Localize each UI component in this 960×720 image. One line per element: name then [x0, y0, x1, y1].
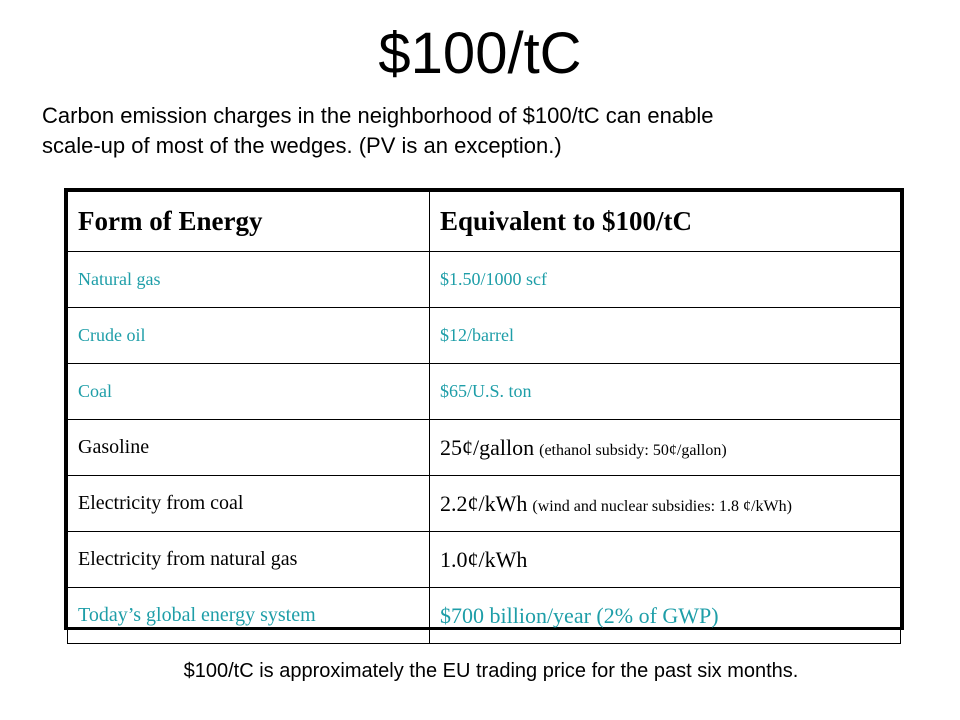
equiv-value: 25¢/gallon [440, 434, 535, 460]
table-row: Natural gas $1.50/1000 scf [67, 251, 901, 308]
table-row: Today’s global energy system $700 billio… [67, 587, 901, 644]
slide-title: $100/tC [378, 21, 582, 86]
header-form-of-energy: Form of Energy [67, 191, 430, 252]
equiv-value: $700 billion/year (2% of GWP) [440, 602, 719, 628]
cell-form: Today’s global energy system [67, 587, 430, 644]
cell-equivalent: $1.50/1000 scf [429, 251, 901, 308]
cell-form: Electricity from coal [67, 475, 430, 532]
intro-line-1: Carbon emission charges in the neighborh… [42, 103, 714, 128]
header-equivalent: Equivalent to $100/tC [429, 191, 901, 252]
intro-text: Carbon emission charges in the neighborh… [42, 101, 922, 161]
cell-form: Crude oil [67, 307, 430, 364]
table-row: Electricity from coal 2.2¢/kWh (wind and… [67, 475, 901, 532]
equiv-note: (ethanol subsidy: 50¢/gallon) [539, 441, 727, 459]
cell-equivalent: 2.2¢/kWh (wind and nuclear subsidies: 1.… [429, 475, 901, 532]
cell-form: Natural gas [67, 251, 430, 308]
cell-form: Coal [67, 363, 430, 420]
equiv-note: (wind and nuclear subsidies: 1.8 ¢/kWh) [532, 497, 792, 515]
intro-line-2: scale-up of most of the wedges. (PV is a… [42, 133, 562, 158]
cell-equivalent: $700 billion/year (2% of GWP) [429, 587, 901, 644]
cell-form: Gasoline [67, 419, 430, 476]
cell-equivalent: $65/U.S. ton [429, 363, 901, 420]
table-header-row: Form of Energy Equivalent to $100/tC [67, 191, 901, 252]
equiv-value: 2.2¢/kWh [440, 490, 528, 516]
table-row: Electricity from natural gas 1.0¢/kWh [67, 531, 901, 588]
table-row: Gasoline 25¢/gallon (ethanol subsidy: 50… [67, 419, 901, 476]
cell-equivalent: 1.0¢/kWh [429, 531, 901, 588]
table-row: Coal $65/U.S. ton [67, 363, 901, 420]
energy-equivalence-table: Form of Energy Equivalent to $100/tC Nat… [64, 188, 904, 644]
table-row: Crude oil $12/barrel [67, 307, 901, 364]
cell-form: Electricity from natural gas [67, 531, 430, 588]
cell-equivalent: $12/barrel [429, 307, 901, 364]
equiv-value: 1.0¢/kWh [440, 546, 528, 572]
cell-equivalent: 25¢/gallon (ethanol subsidy: 50¢/gallon) [429, 419, 901, 476]
footer-note: $100/tC is approximately the EU trading … [183, 660, 799, 682]
